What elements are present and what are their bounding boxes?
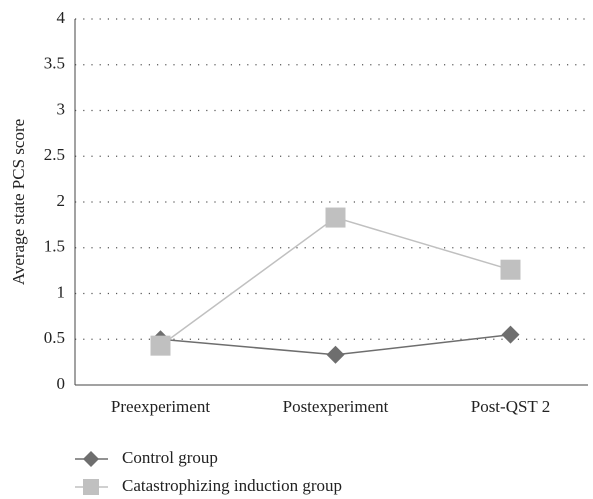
marker: [325, 207, 346, 228]
y-tick-label: 2: [57, 191, 66, 210]
series-line: [160, 216, 511, 347]
marker: [150, 335, 171, 356]
x-tick-label: Post-QST 2: [471, 397, 551, 416]
y-tick-label: 1: [57, 282, 66, 301]
y-tick-label: 0: [57, 374, 66, 393]
y-tick-label: 0.5: [44, 328, 65, 347]
y-tick-label: 4: [57, 8, 66, 27]
marker: [500, 259, 521, 280]
legend-marker: [83, 479, 99, 495]
y-axis-label: Average state PCS score: [9, 119, 28, 285]
x-tick-label: Postexperiment: [283, 397, 389, 416]
y-tick-label: 1.5: [44, 237, 65, 256]
y-tick-label: 2.5: [44, 145, 65, 164]
legend-label: Control group: [122, 448, 218, 467]
x-tick-label: Preexperiment: [111, 397, 210, 416]
y-tick-label: 3: [57, 99, 66, 118]
marker: [326, 345, 345, 364]
legend-label: Catastrophizing induction group: [122, 476, 342, 495]
y-tick-label: 3.5: [44, 54, 65, 73]
marker: [501, 325, 520, 344]
legend-marker: [83, 451, 99, 467]
